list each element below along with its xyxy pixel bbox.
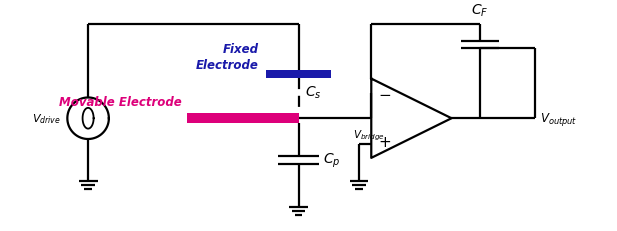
Text: +: + xyxy=(378,135,391,150)
Text: $V_{drive}$: $V_{drive}$ xyxy=(32,112,61,126)
Text: $C_s$: $C_s$ xyxy=(305,84,321,100)
Text: $V_{bridge}$: $V_{bridge}$ xyxy=(354,128,386,143)
Text: Movable Electrode: Movable Electrode xyxy=(59,95,181,108)
Bar xyxy=(187,114,299,124)
Text: $C_F$: $C_F$ xyxy=(471,3,489,19)
Text: Fixed
Electrode: Fixed Electrode xyxy=(196,43,259,72)
Bar xyxy=(267,70,331,79)
Text: $V_{output}$: $V_{output}$ xyxy=(540,110,578,127)
Text: −: − xyxy=(378,88,391,103)
Text: $C_p$: $C_p$ xyxy=(323,151,341,169)
